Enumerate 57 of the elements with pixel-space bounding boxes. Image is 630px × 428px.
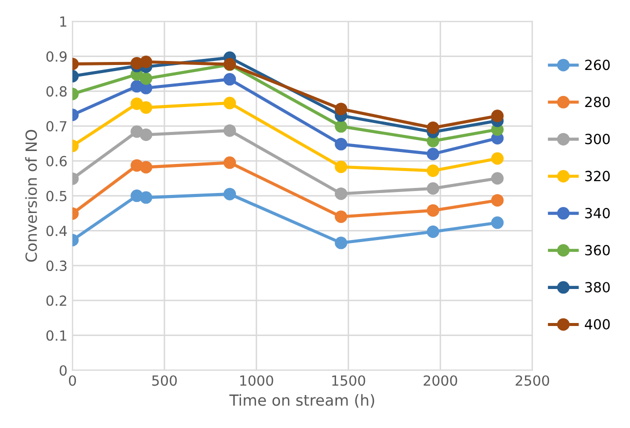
legend-label: 380 bbox=[585, 282, 610, 292]
point bbox=[334, 138, 348, 150]
point bbox=[140, 191, 152, 204]
legend-label: 340 bbox=[585, 208, 610, 218]
x-tick-label: 1500 bbox=[332, 375, 366, 386]
point bbox=[223, 156, 236, 169]
point bbox=[426, 164, 440, 177]
y-tick-label: 0 bbox=[60, 365, 67, 376]
point bbox=[334, 187, 348, 200]
point bbox=[491, 110, 504, 122]
legend-label: 400 bbox=[584, 319, 610, 330]
point bbox=[334, 236, 348, 250]
y-axis-title: Conversion of NO bbox=[25, 130, 37, 262]
point bbox=[491, 194, 504, 207]
y-tick-label: 0.8 bbox=[46, 86, 67, 97]
point bbox=[334, 210, 348, 223]
point bbox=[334, 120, 348, 133]
point bbox=[223, 73, 236, 86]
point bbox=[426, 204, 440, 217]
point bbox=[426, 148, 440, 160]
y-tick-label: 0.5 bbox=[46, 190, 66, 202]
y-tick-label: 0.3 bbox=[46, 260, 66, 272]
x-tick-label: 2500 bbox=[516, 375, 550, 386]
y-tick-label: 0.2 bbox=[46, 295, 66, 306]
point bbox=[491, 152, 504, 165]
point bbox=[223, 188, 236, 200]
legend-label: 280 bbox=[585, 96, 610, 108]
point bbox=[140, 56, 152, 68]
point bbox=[426, 225, 440, 238]
point bbox=[223, 96, 236, 110]
point bbox=[491, 216, 504, 229]
x-tick-label: 0 bbox=[68, 375, 76, 386]
x-axis-title: Time on stream (h) bbox=[229, 394, 374, 408]
point bbox=[130, 97, 144, 110]
legend-label: 260 bbox=[585, 60, 610, 70]
x-tick-label: 500 bbox=[152, 375, 177, 386]
point bbox=[223, 124, 236, 137]
legend-label: 300 bbox=[585, 134, 610, 144]
point bbox=[491, 172, 504, 185]
point bbox=[426, 182, 440, 195]
y-tick-label: 0.1 bbox=[46, 330, 66, 341]
y-tick-label: 1 bbox=[60, 16, 66, 27]
point bbox=[140, 72, 152, 85]
y-tick-label: 0.7 bbox=[46, 121, 66, 132]
y-tick-label: 0.9 bbox=[46, 51, 67, 62]
x-tick-label: 2000 bbox=[424, 375, 458, 386]
legend-label: 320 bbox=[585, 170, 610, 182]
y-tick-label: 0.4 bbox=[46, 226, 67, 236]
x-tick-label: 1000 bbox=[240, 375, 274, 386]
point bbox=[140, 128, 152, 142]
point bbox=[334, 102, 348, 116]
point bbox=[426, 122, 440, 134]
point bbox=[140, 160, 152, 174]
legend-label: 360 bbox=[585, 244, 610, 256]
point bbox=[140, 101, 152, 114]
y-tick-label: 0.6 bbox=[46, 156, 67, 166]
point bbox=[334, 160, 348, 174]
